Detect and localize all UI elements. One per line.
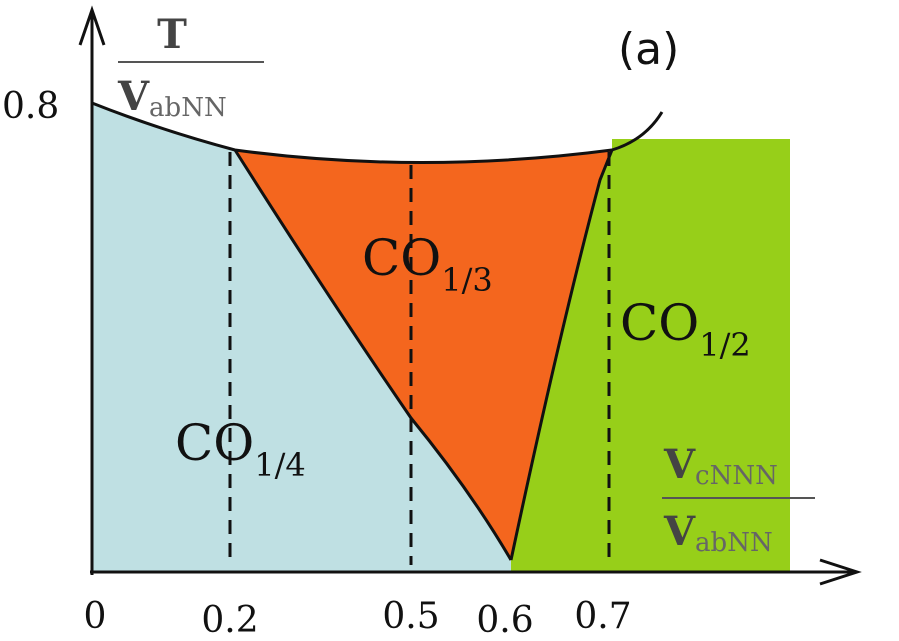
phase-label-co-1-2: CO1/2 (620, 294, 751, 364)
y-axis-denominator: VabNN (117, 73, 227, 123)
panel-label: (a) (618, 24, 679, 75)
x-tick-0.6: 0.6 (476, 600, 533, 641)
x-axis-denominator: VabNN (663, 508, 773, 558)
y-tick-0.8: 0.8 (2, 86, 59, 127)
y-axis-arrow-icon (78, 5, 106, 46)
phase-label-co-1-4: CO1/4 (175, 414, 306, 484)
phase-region-co-1-2 (509, 139, 790, 572)
x-tick-0.2: 0.2 (201, 600, 258, 641)
phase-region-co-1-4 (92, 103, 511, 572)
y-axis-numerator: T (157, 11, 187, 58)
x-tick-0.5: 0.5 (382, 596, 439, 637)
co14-co13-boundary (233, 149, 513, 561)
x-axis-numerator: VcNNN (663, 441, 778, 491)
upper-phase-boundary (91, 101, 664, 164)
x-axis-arrow-icon (819, 558, 862, 586)
co13-co12-boundary (509, 149, 614, 561)
phase-label-co-1-3: CO1/3 (362, 229, 493, 299)
x-tick-0: 0 (84, 596, 107, 637)
x-tick-0.7: 0.7 (574, 596, 631, 637)
phase-region-co-1-3 (235, 150, 612, 560)
